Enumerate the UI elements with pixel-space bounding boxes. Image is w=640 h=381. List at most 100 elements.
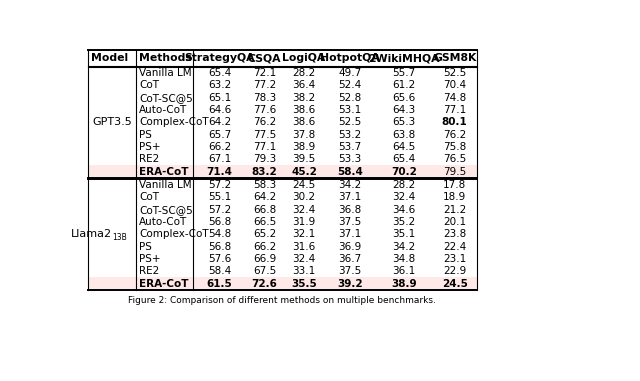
Text: 24.5: 24.5 xyxy=(442,279,468,289)
Text: 56.8: 56.8 xyxy=(208,217,231,227)
Text: 64.2: 64.2 xyxy=(253,192,276,202)
Text: 65.3: 65.3 xyxy=(392,117,415,127)
Text: 39.2: 39.2 xyxy=(337,279,363,289)
Text: 36.9: 36.9 xyxy=(339,242,362,252)
Text: 28.2: 28.2 xyxy=(292,68,316,78)
Text: 53.2: 53.2 xyxy=(339,130,362,140)
Text: 58.4: 58.4 xyxy=(208,266,231,276)
Text: 37.1: 37.1 xyxy=(339,229,362,239)
Text: 55.7: 55.7 xyxy=(392,68,415,78)
Text: Auto-CoT: Auto-CoT xyxy=(139,105,187,115)
Text: 38.6: 38.6 xyxy=(292,105,316,115)
Text: 66.2: 66.2 xyxy=(208,142,231,152)
Text: 52.5: 52.5 xyxy=(339,117,362,127)
Text: 31.9: 31.9 xyxy=(292,217,316,227)
Text: 65.7: 65.7 xyxy=(208,130,231,140)
Text: 57.2: 57.2 xyxy=(208,205,231,215)
Text: GPT3.5: GPT3.5 xyxy=(92,117,132,127)
Text: PS+: PS+ xyxy=(139,254,161,264)
Text: 38.6: 38.6 xyxy=(292,117,316,127)
Text: Complex-CoT: Complex-CoT xyxy=(139,229,209,239)
Text: 38.9: 38.9 xyxy=(391,279,417,289)
Text: 36.7: 36.7 xyxy=(339,254,362,264)
Text: 72.1: 72.1 xyxy=(253,68,276,78)
Bar xyxy=(88,165,477,178)
Text: 39.5: 39.5 xyxy=(292,154,316,164)
Text: 53.7: 53.7 xyxy=(339,142,362,152)
Text: 70.2: 70.2 xyxy=(391,166,417,177)
Text: 56.8: 56.8 xyxy=(208,242,231,252)
Text: 64.2: 64.2 xyxy=(208,117,231,127)
Text: 34.2: 34.2 xyxy=(392,242,415,252)
Text: 77.1: 77.1 xyxy=(253,142,276,152)
Text: Complex-CoT: Complex-CoT xyxy=(139,117,209,127)
Text: 17.8: 17.8 xyxy=(443,180,467,190)
Text: 77.1: 77.1 xyxy=(443,105,467,115)
Text: 65.6: 65.6 xyxy=(392,93,415,103)
Text: 37.5: 37.5 xyxy=(339,217,362,227)
Text: 53.3: 53.3 xyxy=(339,154,362,164)
Text: PS+: PS+ xyxy=(139,142,161,152)
Text: 28.2: 28.2 xyxy=(392,180,415,190)
Text: ERA-CoT: ERA-CoT xyxy=(139,166,188,177)
Text: 38.2: 38.2 xyxy=(292,93,316,103)
Text: 58.4: 58.4 xyxy=(337,166,363,177)
Text: 20.1: 20.1 xyxy=(443,217,467,227)
Text: PS: PS xyxy=(139,242,152,252)
Text: 18.9: 18.9 xyxy=(443,192,467,202)
Text: RE2: RE2 xyxy=(139,154,159,164)
Text: Auto-CoT: Auto-CoT xyxy=(139,217,187,227)
Text: 31.6: 31.6 xyxy=(292,242,316,252)
Text: StrategyQA: StrategyQA xyxy=(184,53,255,63)
Text: 23.1: 23.1 xyxy=(443,254,467,264)
Text: 67.5: 67.5 xyxy=(253,266,276,276)
Text: CoT: CoT xyxy=(139,80,159,90)
Text: 65.2: 65.2 xyxy=(253,229,276,239)
Text: Llama2: Llama2 xyxy=(70,229,112,239)
Text: 45.2: 45.2 xyxy=(291,166,317,177)
Text: 77.5: 77.5 xyxy=(253,130,276,140)
Text: 22.9: 22.9 xyxy=(443,266,467,276)
Text: 66.9: 66.9 xyxy=(253,254,276,264)
Text: HotpotQA: HotpotQA xyxy=(320,53,380,63)
Text: 65.4: 65.4 xyxy=(208,68,231,78)
Text: 76.2: 76.2 xyxy=(443,130,467,140)
Text: 49.7: 49.7 xyxy=(339,68,362,78)
Text: 65.1: 65.1 xyxy=(208,93,231,103)
Text: 34.2: 34.2 xyxy=(339,180,362,190)
Text: 72.6: 72.6 xyxy=(252,279,277,289)
Text: 37.1: 37.1 xyxy=(339,192,362,202)
Text: 36.1: 36.1 xyxy=(392,266,415,276)
Text: 83.2: 83.2 xyxy=(252,166,277,177)
Text: Figure 2: Comparison of different methods on multiple benchmarks.: Figure 2: Comparison of different method… xyxy=(129,296,436,305)
Text: 67.1: 67.1 xyxy=(208,154,231,164)
Text: 34.6: 34.6 xyxy=(392,205,415,215)
Text: 58.3: 58.3 xyxy=(253,180,276,190)
Text: 79.5: 79.5 xyxy=(443,166,467,177)
Text: 61.2: 61.2 xyxy=(392,80,415,90)
Text: 79.3: 79.3 xyxy=(253,154,276,164)
Text: LogiQA: LogiQA xyxy=(282,53,326,63)
Text: 36.4: 36.4 xyxy=(292,80,316,90)
Text: 57.6: 57.6 xyxy=(208,254,231,264)
Bar xyxy=(88,277,477,290)
Text: 35.1: 35.1 xyxy=(392,229,415,239)
Text: 32.4: 32.4 xyxy=(292,254,316,264)
Text: 32.1: 32.1 xyxy=(292,229,316,239)
Text: 64.3: 64.3 xyxy=(392,105,415,115)
Text: CoT-SC@5: CoT-SC@5 xyxy=(139,93,193,103)
Text: 78.3: 78.3 xyxy=(253,93,276,103)
Text: RE2: RE2 xyxy=(139,266,159,276)
Text: 66.2: 66.2 xyxy=(253,242,276,252)
Text: Vanilla LM: Vanilla LM xyxy=(139,68,191,78)
Text: 23.8: 23.8 xyxy=(443,229,467,239)
Text: 63.8: 63.8 xyxy=(392,130,415,140)
Text: 80.1: 80.1 xyxy=(442,117,468,127)
Text: CoT-SC@5: CoT-SC@5 xyxy=(139,205,193,215)
Text: 76.2: 76.2 xyxy=(253,117,276,127)
Text: 35.5: 35.5 xyxy=(291,279,317,289)
Text: 65.4: 65.4 xyxy=(392,154,415,164)
Text: 37.5: 37.5 xyxy=(339,266,362,276)
Text: 52.8: 52.8 xyxy=(339,93,362,103)
Text: 57.2: 57.2 xyxy=(208,180,231,190)
